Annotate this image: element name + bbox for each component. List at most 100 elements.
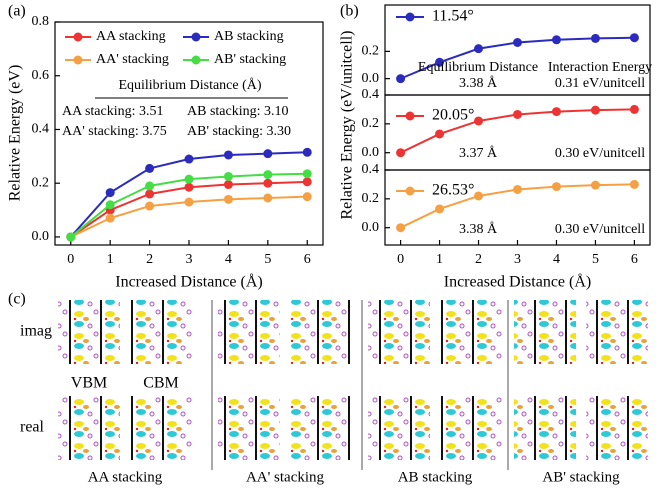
data-point	[435, 129, 445, 139]
data-point	[590, 33, 600, 43]
annotation: 0.30 eV/unitcell	[555, 222, 645, 237]
data-point	[513, 38, 522, 47]
annotation: AA' stacking: 3.75	[62, 124, 167, 139]
orbital-image	[218, 396, 280, 460]
legend-marker	[73, 32, 83, 42]
annotation: 0.31 eV/unitcell	[555, 76, 645, 91]
stacking-label: AA stacking	[88, 469, 163, 485]
data-point	[302, 147, 312, 157]
band-label: CBM	[143, 375, 179, 392]
x-tick-label: 4	[553, 252, 560, 267]
data-point	[263, 178, 273, 188]
x-tick-label: 6	[631, 252, 638, 267]
annotation: 3.37 Å	[459, 145, 498, 161]
angle-marker	[405, 12, 415, 22]
data-point	[223, 194, 233, 204]
y-tick-label: 0.0	[32, 229, 50, 244]
legend-marker	[73, 55, 83, 65]
x-tick-label: 2	[475, 252, 482, 267]
data-point	[263, 170, 273, 180]
y-tick-label: 0.2	[362, 44, 380, 59]
data-point	[145, 181, 155, 191]
orbital-image	[290, 300, 352, 364]
annotation: Equilibrium Distance (Å)	[118, 77, 261, 93]
data-point	[105, 213, 115, 223]
orbital-image	[130, 300, 192, 364]
x-tick-label: 4	[225, 252, 232, 267]
legend-label: AA stacking	[96, 29, 166, 44]
data-point	[302, 177, 312, 187]
annotation: 26.53°	[432, 182, 474, 199]
data-point	[629, 104, 639, 114]
x-tick-label: 0	[67, 252, 74, 267]
data-point	[105, 188, 115, 198]
x-tick-label: 5	[592, 252, 599, 267]
data-point	[66, 232, 76, 242]
panel-label: (a)	[8, 3, 26, 20]
x-tick-label: 1	[436, 252, 443, 267]
data-point	[145, 189, 155, 199]
data-point	[223, 180, 233, 190]
data-point	[184, 182, 194, 192]
data-point	[145, 201, 155, 211]
annotation: 11.54°	[432, 8, 474, 25]
panel-label: (b)	[340, 3, 359, 20]
stacking-label: AA' stacking	[246, 469, 325, 485]
data-point	[629, 179, 639, 189]
data-point	[629, 33, 639, 43]
data-point	[551, 182, 561, 192]
data-point	[263, 149, 273, 159]
y-axis-label: Relative Energy (eV/unitcell)	[339, 31, 356, 220]
orbital-image	[130, 396, 192, 460]
legend-label: AB' stacking	[214, 52, 286, 67]
orbital-image	[514, 300, 576, 364]
x-tick-label: 0	[397, 252, 404, 267]
orbital-image	[218, 300, 280, 364]
data-point	[184, 197, 194, 207]
data-point	[590, 105, 600, 115]
data-point	[145, 163, 155, 173]
legend-marker	[191, 32, 201, 42]
data-point	[590, 180, 600, 190]
annotation: 20.05°	[432, 107, 474, 124]
x-axis-label: Increased Distance (Å)	[444, 273, 591, 291]
row-label: imag	[20, 323, 52, 340]
y-tick-label: 0.0	[362, 145, 380, 160]
data-point	[551, 107, 561, 117]
data-point	[105, 200, 115, 210]
data-point	[223, 150, 233, 160]
data-point	[184, 154, 194, 164]
angle-marker	[405, 186, 415, 196]
data-point	[513, 184, 522, 194]
orbital-image	[586, 396, 648, 460]
orbital-image	[58, 396, 120, 460]
orbital-image	[58, 300, 120, 364]
row-label: real	[20, 419, 45, 436]
annotation: AB stacking: 3.10	[187, 104, 289, 119]
y-tick-label: 0.8	[32, 14, 50, 29]
annotation: Interaction Energy	[548, 60, 652, 75]
x-tick-label: 3	[186, 252, 193, 267]
y-tick-label: 0.0	[362, 71, 380, 86]
orbital-image	[368, 300, 430, 364]
y-tick-label: 0.0	[362, 220, 380, 235]
orbital-image	[440, 396, 502, 460]
stacking-label: AB stacking	[398, 469, 473, 485]
data-point	[223, 171, 233, 181]
legend-marker	[191, 55, 201, 65]
data-point	[302, 192, 312, 202]
orbital-image	[368, 396, 430, 460]
legend-label: AA' stacking	[96, 52, 169, 67]
data-point	[184, 174, 194, 184]
x-tick-label: 6	[304, 252, 311, 267]
annotation: AA stacking: 3.51	[62, 104, 164, 119]
annotation: 3.38 Å	[459, 221, 498, 237]
band-label: VBM	[71, 375, 107, 392]
y-tick-label: 0.4	[362, 162, 380, 177]
y-tick-label: 0.4	[362, 87, 380, 102]
orbital-image	[586, 300, 648, 364]
data-point	[551, 35, 561, 45]
data-point	[396, 148, 406, 158]
orbital-image	[290, 396, 352, 460]
